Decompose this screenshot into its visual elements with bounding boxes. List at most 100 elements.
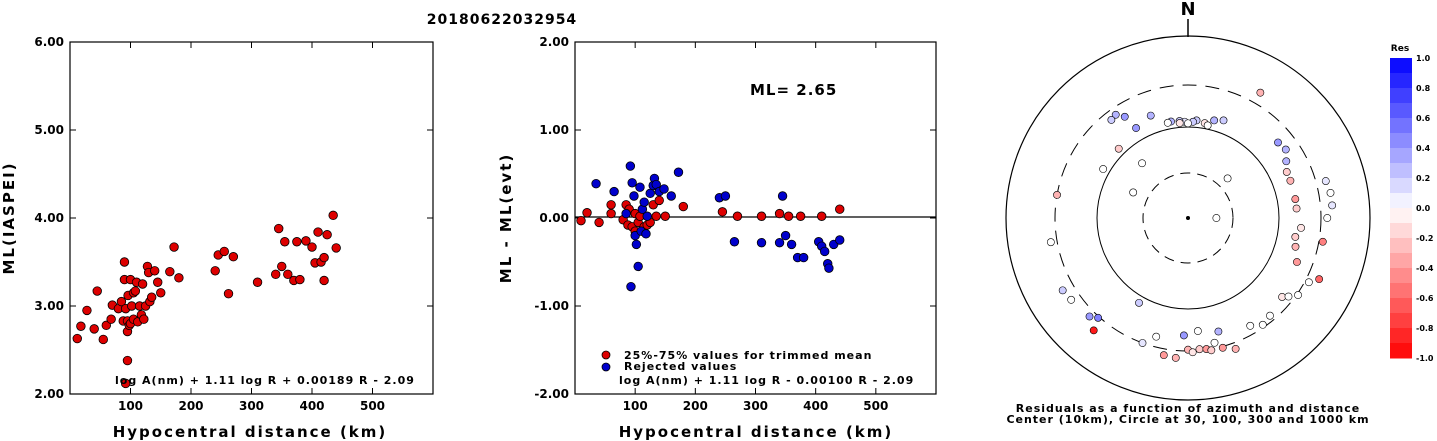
colorbar-band [1390, 163, 1412, 179]
data-point [153, 277, 163, 287]
data-point [635, 182, 645, 192]
data-point [651, 211, 661, 221]
x-axis-label: Hypocentral distance (km) [619, 423, 894, 441]
data-point [609, 186, 619, 197]
data-point [174, 273, 184, 283]
data-point [594, 217, 604, 228]
colorbar-tick-label: 0.2 [1416, 174, 1430, 183]
data-point [641, 229, 651, 239]
data-point [76, 321, 86, 331]
data-point [576, 215, 586, 226]
station-residual [1318, 237, 1327, 246]
station-residual [1152, 332, 1161, 341]
data-point [82, 305, 92, 316]
data-point [645, 188, 655, 199]
data-point [756, 211, 767, 221]
y-tick-label: 3.00 [34, 299, 64, 313]
colorbar-band [1390, 88, 1412, 104]
data-point [277, 261, 287, 272]
station-residual [1203, 121, 1212, 130]
station-residual [1328, 201, 1337, 210]
data-point [228, 252, 239, 262]
station-residual [1231, 344, 1240, 353]
colorbar-band [1390, 193, 1412, 209]
residual-vs-distance-plot: -2.00 -1.00 0.00 1.00 2.00 100 200 300 400 500 M… [497, 35, 937, 441]
data-points [1046, 88, 1337, 362]
data-point [106, 314, 116, 324]
caption-line-2: Center (10km), Circle at 30, 100, 300 an… [1006, 413, 1369, 426]
y-tick-label: 2.00 [34, 387, 64, 401]
data-point [835, 204, 845, 214]
data-point [219, 246, 229, 257]
data-point [582, 208, 592, 218]
y-tick-label: 2.00 [539, 35, 569, 49]
data-point [786, 239, 797, 250]
station-residual [1179, 331, 1188, 340]
colorbar-band [1390, 223, 1412, 239]
station-residual [1067, 295, 1076, 304]
station-residual [1323, 214, 1332, 222]
magnitude-vs-distance-plot: 2.00 3.00 4.00 5.00 6.00 100 200 300 400 500 log… [0, 35, 434, 441]
station-residual [1193, 327, 1202, 335]
colorbar-tick-label: 1.0 [1416, 54, 1431, 63]
data-point [319, 275, 329, 286]
colorbar-band [1390, 328, 1412, 344]
station-residual [1286, 176, 1295, 185]
data-point [165, 266, 175, 277]
station-residual [1207, 346, 1216, 355]
data-point [666, 191, 676, 201]
colorbar-band [1390, 58, 1412, 74]
legend-label-trimmed: 25%-75% values for trimmed mean [624, 349, 872, 362]
x-tick-label: 400 [803, 399, 828, 413]
station-residual [1114, 144, 1123, 153]
data-point [120, 378, 131, 389]
colorbar-band [1390, 253, 1412, 269]
colorbar-band [1390, 133, 1412, 149]
data-point [331, 243, 341, 253]
data-point [795, 211, 806, 221]
data-point [673, 167, 684, 177]
data-point [127, 301, 137, 311]
data-point [210, 266, 220, 276]
station-residual [1258, 320, 1267, 329]
data-point [139, 314, 149, 324]
x-tick-label: 500 [863, 399, 888, 413]
ring-30km [1142, 172, 1234, 264]
data-point [328, 210, 338, 221]
data-point [660, 211, 670, 221]
station-residual [1146, 111, 1155, 120]
x-tick-label: 200 [683, 399, 708, 413]
station-residual [1282, 157, 1291, 166]
data-point [280, 237, 290, 247]
station-residual [1266, 311, 1274, 320]
colorbar-tick-label: -0.6 [1416, 294, 1434, 303]
station-residual [1188, 348, 1197, 357]
station-residual [1212, 214, 1221, 222]
station-residual [1291, 195, 1300, 203]
station-residual [1138, 339, 1147, 347]
data-point [72, 333, 82, 344]
x-tick-label: 500 [360, 399, 385, 413]
station-residual [1294, 291, 1302, 299]
residual-colorbar: Res 1.0 0.8 0.6 0.4 0.2 0.0 -0.2 -0.4 -0.6 -0.8 -1… [1390, 44, 1434, 363]
data-point [774, 237, 785, 248]
data-point [798, 252, 809, 263]
colorbar-band [1390, 73, 1412, 89]
station-residual [1135, 298, 1143, 307]
station-residual [1291, 242, 1300, 251]
data-point [780, 230, 791, 241]
data-point [659, 184, 669, 194]
colorbar-title: Res [1391, 44, 1409, 54]
colorbar-band [1390, 148, 1412, 164]
station-residual [1293, 258, 1301, 266]
colorbar-band [1390, 268, 1412, 284]
colorbar-tick-label: 0.0 [1416, 204, 1431, 213]
y-tick-label: 0.00 [539, 211, 569, 225]
colorbar-band [1390, 298, 1412, 314]
data-point [816, 211, 827, 221]
station-residual [1304, 278, 1313, 287]
data-point [130, 286, 141, 296]
station-residual [1046, 238, 1055, 247]
data-point [149, 266, 160, 276]
station-residual [1094, 313, 1103, 322]
